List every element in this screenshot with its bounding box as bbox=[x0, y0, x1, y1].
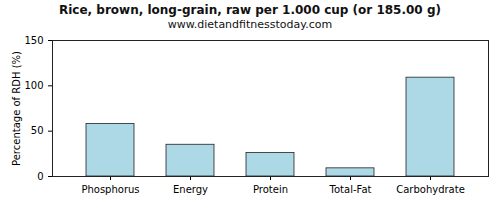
svg-text:Protein: Protein bbox=[253, 184, 288, 195]
svg-text:Carbohydrate: Carbohydrate bbox=[396, 184, 465, 195]
html-text:Rice, brown, long-grain, raw p: Rice, brown, long-grain, raw per 1.000 c… bbox=[59, 3, 441, 17]
svg-text:Percentage of RDH (%): Percentage of RDH (%) bbox=[11, 51, 22, 166]
svg-text:0: 0 bbox=[37, 171, 43, 182]
html-text:www.dietandfitnesstoday.com: www.dietandfitnesstoday.com bbox=[167, 18, 333, 31]
svg-text:Energy: Energy bbox=[173, 184, 208, 195]
svg-text:Phosphorus: Phosphorus bbox=[81, 184, 139, 195]
svg-text:50: 50 bbox=[31, 125, 44, 136]
svg-text:Total-Fat: Total-Fat bbox=[329, 184, 372, 195]
svg-text:100: 100 bbox=[24, 80, 43, 91]
svg-text:150: 150 bbox=[24, 35, 43, 46]
